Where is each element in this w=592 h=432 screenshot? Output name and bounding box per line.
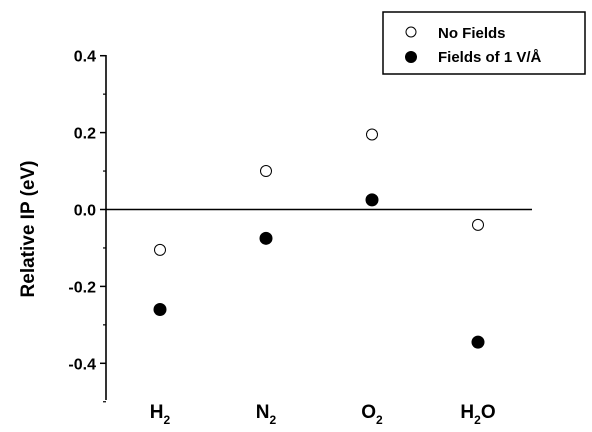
- point-fields-1va: [153, 302, 167, 316]
- legend-label-no-fields: No Fields: [438, 25, 506, 42]
- point-fields-1va: [259, 231, 273, 245]
- legend: No Fields Fields of 1 V/Å: [382, 11, 586, 75]
- data-points: [153, 128, 485, 349]
- point-no-fields: [366, 128, 378, 141]
- point-fields-1va: [471, 335, 485, 349]
- y-tick-label: -0.2: [68, 279, 96, 296]
- y-tick-label: 0.4: [74, 49, 96, 66]
- legend-box: [382, 11, 586, 75]
- axes: [100, 54, 532, 403]
- x-category-label: O2: [361, 402, 383, 427]
- y-tick-label: -0.4: [68, 356, 96, 373]
- legend-label-fields: Fields of 1 V/Å: [438, 49, 542, 66]
- x-category-label: N2: [256, 402, 277, 427]
- x-category-label: H2O: [460, 402, 495, 427]
- y-axis-label: Relative IP (eV): [18, 161, 39, 298]
- point-no-fields: [472, 218, 484, 231]
- x-tick-labels: H2 N2 O2 H2O: [150, 402, 496, 427]
- y-tick-label: 0.0: [74, 203, 96, 220]
- y-tick-label: 0.2: [74, 126, 96, 143]
- x-category-label: H2: [150, 402, 171, 427]
- point-no-fields: [260, 165, 272, 178]
- legend-marker-no-fields: [405, 26, 417, 38]
- y-tick-labels: 0.4 0.2 0.0 -0.2 -0.4: [68, 49, 96, 374]
- point-no-fields: [154, 243, 166, 256]
- legend-marker-fields: [405, 51, 417, 63]
- point-fields-1va: [365, 193, 379, 207]
